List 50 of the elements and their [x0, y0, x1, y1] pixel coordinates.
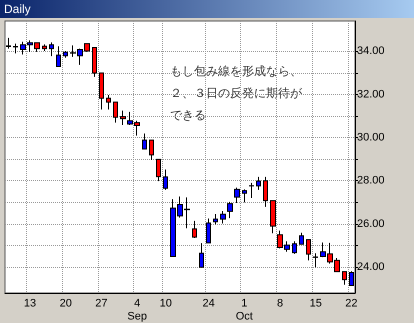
y-tick-label: 24.00	[357, 261, 385, 274]
candlestick	[242, 188, 247, 203]
candlestick	[234, 187, 240, 204]
candlestick	[342, 271, 347, 286]
x-tick-label: 1 Oct	[236, 298, 253, 322]
candlestick	[56, 46, 61, 68]
x-tick-label: 27	[95, 298, 108, 310]
candlestick	[313, 252, 318, 268]
candlestick	[142, 132, 147, 150]
candlestick	[199, 242, 204, 268]
x-tick-label: 20	[60, 298, 72, 310]
candlestick	[13, 43, 18, 54]
candlestick	[6, 37, 11, 50]
x-tick-label: 13	[24, 298, 36, 310]
x-tick-label: 4 Sep	[127, 298, 147, 322]
candlestick	[299, 232, 304, 245]
x-tick-label: 8	[276, 298, 284, 310]
candlestick	[306, 239, 311, 261]
y-tick-label: 34.00	[357, 45, 385, 58]
candlestick	[213, 213, 218, 225]
candlestick	[156, 158, 161, 182]
candlestick	[92, 47, 97, 78]
candlestick	[63, 50, 68, 58]
x-tick-label: 22	[345, 298, 358, 310]
y-tick-label: 30.00	[357, 132, 385, 144]
candlestick	[149, 140, 154, 161]
candlestick	[227, 201, 233, 219]
x-tick-label: 15	[310, 298, 322, 310]
candlestick	[220, 210, 226, 224]
x-tick-label: 24	[202, 298, 215, 310]
candlestick	[106, 94, 111, 110]
y-tick-label: 32.00	[357, 88, 385, 100]
candlestick	[206, 218, 211, 244]
candlestick	[292, 240, 297, 254]
candlestick	[120, 110, 126, 126]
candlestick	[263, 176, 268, 208]
y-tick-label: 28.00	[357, 174, 385, 187]
candlestick	[113, 102, 118, 124]
x-tick-label: 10	[160, 298, 172, 310]
candlestick	[42, 44, 47, 52]
candlestick	[256, 176, 261, 190]
candlestick	[192, 220, 197, 238]
candlestick	[49, 42, 54, 57]
candlestick	[249, 182, 254, 199]
candlestick	[163, 169, 168, 190]
annotation: できる	[170, 108, 206, 122]
candlestick	[99, 72, 104, 110]
candlestick	[270, 200, 276, 234]
y-tick-label: 26.00	[357, 218, 385, 230]
chart-title: Daily	[0, 0, 414, 18]
